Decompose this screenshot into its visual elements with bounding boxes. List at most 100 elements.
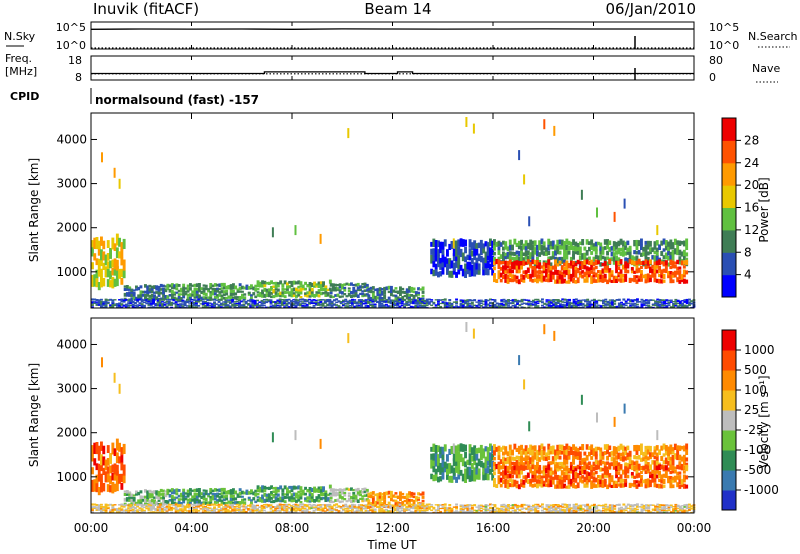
power-cell bbox=[342, 299, 345, 302]
power-cell bbox=[631, 299, 635, 302]
nsearch-tick-top: 10^5 bbox=[709, 21, 739, 34]
power-cell bbox=[181, 305, 185, 307]
power-cell bbox=[669, 271, 673, 275]
power-cell bbox=[565, 250, 569, 255]
power-cell bbox=[685, 305, 689, 307]
power-cell bbox=[551, 240, 555, 247]
power-cell bbox=[611, 304, 614, 307]
power-cell bbox=[412, 302, 415, 305]
power-cell bbox=[179, 293, 183, 296]
power-cell bbox=[606, 304, 610, 306]
power-cell bbox=[324, 287, 328, 292]
power-cell bbox=[531, 259, 535, 265]
velocity-cell bbox=[324, 490, 328, 493]
power-cell bbox=[131, 303, 135, 305]
power-cell bbox=[470, 264, 474, 270]
velocity-cell bbox=[604, 503, 608, 506]
velocity-cell bbox=[204, 489, 208, 493]
velocity-cell bbox=[132, 501, 136, 505]
power-cell bbox=[324, 289, 328, 294]
power-cell bbox=[272, 295, 276, 299]
power-cell bbox=[421, 299, 425, 303]
power-cell bbox=[228, 299, 232, 301]
power-cell bbox=[682, 255, 686, 260]
power-cell bbox=[156, 303, 160, 307]
power-cell bbox=[234, 285, 238, 290]
power-cell bbox=[285, 306, 289, 308]
power-cell bbox=[299, 296, 303, 299]
power-cell bbox=[138, 304, 142, 307]
power-cell bbox=[385, 306, 388, 308]
power-cell bbox=[322, 292, 325, 295]
power-cell bbox=[507, 304, 510, 306]
velocity-cell bbox=[150, 495, 154, 499]
power-cell bbox=[615, 275, 618, 279]
power-cell bbox=[334, 294, 338, 297]
power-cell bbox=[669, 277, 673, 284]
velocity-cell bbox=[148, 493, 152, 497]
power-cell bbox=[125, 292, 129, 295]
power-cell bbox=[636, 298, 639, 301]
power-cell bbox=[351, 300, 354, 303]
power-cell bbox=[177, 284, 181, 287]
velocity-cell bbox=[159, 488, 163, 493]
power-cell bbox=[615, 255, 618, 261]
power-cell bbox=[620, 301, 623, 304]
power-cell bbox=[301, 302, 305, 305]
power-cell bbox=[399, 299, 402, 303]
power-cell bbox=[572, 306, 576, 308]
velocity-cell bbox=[417, 496, 420, 500]
power-cell bbox=[590, 264, 594, 270]
power-cell bbox=[653, 241, 657, 245]
power-cell bbox=[91, 301, 94, 304]
power-cell bbox=[509, 306, 513, 308]
power-cell bbox=[558, 273, 562, 280]
power-cell bbox=[352, 294, 356, 298]
power-cell bbox=[517, 261, 521, 266]
power-cell bbox=[189, 296, 192, 300]
power-cell bbox=[554, 301, 558, 304]
power-cell bbox=[574, 241, 578, 247]
velocity-cell bbox=[150, 499, 154, 503]
power-cell bbox=[421, 290, 425, 294]
power-cell bbox=[459, 305, 463, 308]
power-cell bbox=[188, 298, 192, 301]
power-cell bbox=[387, 296, 391, 300]
power-cell bbox=[592, 256, 596, 262]
power-cell bbox=[225, 296, 229, 300]
power-cell bbox=[504, 253, 508, 260]
velocity-cell bbox=[193, 498, 197, 502]
power-cell bbox=[396, 304, 400, 307]
velocity-cell bbox=[195, 488, 199, 492]
power-cell bbox=[579, 299, 583, 302]
power-cell bbox=[660, 299, 664, 301]
velocity-cell bbox=[608, 464, 612, 470]
power-cell bbox=[545, 268, 548, 275]
power-cell bbox=[224, 302, 228, 305]
power-cell bbox=[146, 285, 150, 289]
power-cell bbox=[504, 252, 508, 257]
power-cell bbox=[626, 298, 630, 301]
power-cell bbox=[663, 301, 666, 304]
velocity-cell bbox=[527, 504, 531, 506]
power-cell bbox=[655, 269, 659, 274]
power-cell bbox=[202, 287, 206, 291]
power-cell bbox=[371, 286, 375, 290]
power-cell bbox=[176, 303, 180, 305]
power-cell bbox=[550, 302, 553, 305]
velocity-cell bbox=[274, 486, 278, 491]
velocity-cell bbox=[120, 454, 124, 463]
power-cell bbox=[337, 306, 341, 308]
velocity-cell bbox=[218, 496, 222, 499]
power-cell bbox=[511, 274, 514, 279]
power-cell bbox=[459, 302, 463, 305]
power-cell bbox=[672, 301, 675, 303]
power-cell bbox=[294, 301, 298, 305]
velocity-cell bbox=[517, 474, 521, 479]
power-cell bbox=[192, 301, 196, 304]
power-cell bbox=[130, 297, 134, 301]
power-cell bbox=[599, 254, 603, 261]
power-cell bbox=[216, 289, 219, 293]
power-cell bbox=[197, 300, 201, 303]
power-cell bbox=[556, 301, 560, 304]
